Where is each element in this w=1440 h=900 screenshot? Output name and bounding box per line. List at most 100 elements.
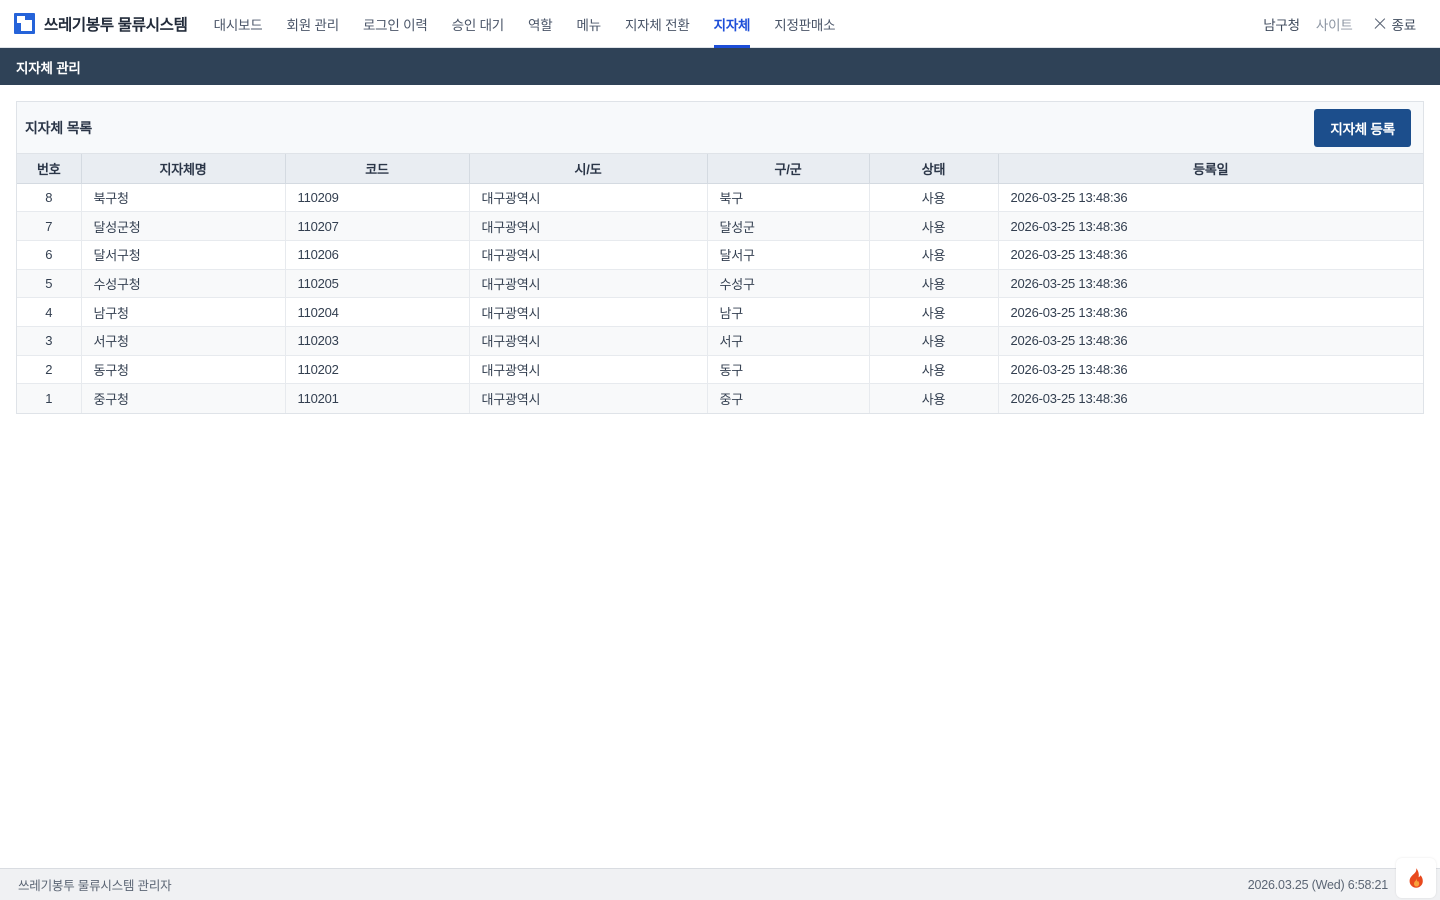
page-title: 지자체 관리	[16, 60, 81, 76]
cell-no: 2	[17, 355, 82, 385]
table-row[interactable]: 1 중구청 110201 대구광역시 중구 사용 2026-03-25 13:4…	[17, 383, 1423, 413]
cell-created: 2026-03-25 13:48:36	[998, 326, 1423, 356]
cell-state: 사용	[869, 297, 999, 327]
table-row[interactable]: 8 북구청 110209 대구광역시 북구 사용 2026-03-25 13:4…	[17, 183, 1423, 213]
status-footer: 쓰레기봉투 물류시스템 관리자 2026.03.25 (Wed) 6:58:21	[0, 858, 1440, 900]
register-local-gov-button[interactable]: 지자체 등록	[1314, 108, 1411, 147]
cell-sido: 대구광역시	[469, 326, 708, 356]
cell-sido: 대구광역시	[469, 355, 708, 385]
cell-gugun: 달서구	[707, 240, 870, 270]
cell-state: 사용	[869, 269, 999, 299]
nav-items: 대시보드 회원 관리 로그인 이력 승인 대기 역할 메뉴 지자체 전환 지자체…	[202, 0, 848, 48]
cell-gugun: 수성구	[707, 269, 870, 299]
cell-no: 7	[17, 211, 82, 241]
content-spacer	[16, 414, 1424, 844]
close-icon	[1373, 17, 1386, 30]
table-row[interactable]: 2 동구청 110202 대구광역시 동구 사용 2026-03-25 13:4…	[17, 355, 1423, 385]
cell-created: 2026-03-25 13:48:36	[998, 297, 1423, 327]
footer-clock: 2026.03.25 (Wed) 6:58:21	[1247, 877, 1388, 892]
cell-no: 6	[17, 240, 82, 270]
cell-sido: 대구광역시	[469, 297, 708, 327]
cell-name: 수성구청	[81, 269, 286, 299]
cell-gugun: 남구	[707, 297, 870, 327]
brand[interactable]: 쓰레기봉투 물류시스템	[14, 13, 188, 35]
brand-name: 쓰레기봉투 물류시스템	[44, 16, 188, 34]
cell-gugun: 동구	[707, 355, 870, 385]
local-gov-list-card: 지자체 목록 지자체 등록 번호 지자체명 코드 시/도 구/군 상태 등록일 …	[16, 101, 1424, 414]
cell-name: 달서구청	[81, 240, 286, 270]
current-org-label: 남구청	[1263, 17, 1300, 33]
nav-item-approval-pending[interactable]: 승인 대기	[451, 17, 505, 33]
cell-no: 8	[17, 183, 82, 213]
cell-sido: 대구광역시	[469, 183, 708, 213]
flame-icon	[1409, 868, 1423, 888]
table-row[interactable]: 3 서구청 110203 대구광역시 서구 사용 2026-03-25 13:4…	[17, 326, 1423, 356]
cell-sido: 대구광역시	[469, 269, 708, 299]
cell-gugun: 달성군	[707, 211, 870, 241]
table-body: 8 북구청 110209 대구광역시 북구 사용 2026-03-25 13:4…	[17, 183, 1423, 413]
nav-item-designated-store[interactable]: 지정판매소	[774, 17, 836, 33]
column-header-created[interactable]: 등록일	[998, 154, 1423, 184]
nav-item-login-history[interactable]: 로그인 이력	[362, 17, 428, 33]
column-header-name[interactable]: 지자체명	[81, 154, 286, 184]
cell-gugun: 중구	[707, 383, 870, 413]
table-row[interactable]: 5 수성구청 110205 대구광역시 수성구 사용 2026-03-25 13…	[17, 269, 1423, 299]
footer-app-label: 쓰레기봉투 물류시스템 관리자	[18, 879, 172, 893]
nav-item-menu[interactable]: 메뉴	[576, 17, 601, 33]
cell-name: 달성군청	[81, 211, 286, 241]
table-row[interactable]: 6 달서구청 110206 대구광역시 달서구 사용 2026-03-25 13…	[17, 240, 1423, 270]
cell-code: 110204	[285, 297, 470, 327]
nav-item-local-gov[interactable]: 지자체	[702, 0, 763, 48]
content-area: 지자체 목록 지자체 등록 번호 지자체명 코드 시/도 구/군 상태 등록일 …	[0, 85, 1440, 844]
cell-code: 110202	[285, 355, 470, 385]
cell-name: 북구청	[81, 183, 286, 213]
cell-state: 사용	[869, 240, 999, 270]
nav-right-group: 남구청 사이트 종료	[1255, 14, 1426, 34]
card-title: 지자체 목록	[25, 119, 93, 136]
cell-sido: 대구광역시	[469, 240, 708, 270]
cell-code: 110201	[285, 383, 470, 413]
exit-button[interactable]: 종료	[1361, 14, 1422, 34]
cell-code: 110209	[285, 183, 470, 213]
cell-created: 2026-03-25 13:48:36	[998, 355, 1423, 385]
nav-item-role[interactable]: 역할	[528, 17, 553, 33]
cell-code: 110207	[285, 211, 470, 241]
column-header-sido[interactable]: 시/도	[469, 154, 708, 184]
column-header-no[interactable]: 번호	[17, 154, 82, 184]
cell-gugun: 서구	[707, 326, 870, 356]
page-title-bar: 지자체 관리	[0, 48, 1440, 85]
cell-name: 중구청	[81, 383, 286, 413]
flame-badge[interactable]	[1396, 858, 1436, 898]
cell-code: 110205	[285, 269, 470, 299]
column-header-state[interactable]: 상태	[869, 154, 999, 184]
cell-state: 사용	[869, 326, 999, 356]
column-header-gugun[interactable]: 구/군	[707, 154, 870, 184]
table-row[interactable]: 7 달성군청 110207 대구광역시 달성군 사용 2026-03-25 13…	[17, 211, 1423, 241]
table-header-row: 번호 지자체명 코드 시/도 구/군 상태 등록일	[17, 154, 1423, 184]
cell-created: 2026-03-25 13:48:36	[998, 240, 1423, 270]
card-header: 지자체 목록 지자체 등록	[17, 102, 1423, 154]
nav-item-member-management[interactable]: 회원 관리	[286, 17, 340, 33]
cell-name: 서구청	[81, 326, 286, 356]
nav-item-dashboard[interactable]: 대시보드	[213, 17, 263, 33]
exit-button-label: 종료	[1391, 17, 1417, 33]
cell-sido: 대구광역시	[469, 383, 708, 413]
cell-created: 2026-03-25 13:48:36	[998, 183, 1423, 213]
cell-code: 110203	[285, 326, 470, 356]
cell-code: 110206	[285, 240, 470, 270]
cell-sido: 대구광역시	[469, 211, 708, 241]
local-gov-table: 번호 지자체명 코드 시/도 구/군 상태 등록일 8 북구청 110209 대…	[17, 154, 1423, 413]
cell-name: 남구청	[81, 297, 286, 327]
site-link[interactable]: 사이트	[1315, 17, 1353, 33]
cell-no: 3	[17, 326, 82, 356]
cell-created: 2026-03-25 13:48:36	[998, 211, 1423, 241]
nav-item-local-gov-switch[interactable]: 지자체 전환	[624, 17, 690, 33]
table-row[interactable]: 4 남구청 110204 대구광역시 남구 사용 2026-03-25 13:4…	[17, 297, 1423, 327]
top-navigation-bar: 쓰레기봉투 물류시스템 대시보드 회원 관리 로그인 이력 승인 대기 역할 메…	[0, 0, 1440, 48]
cell-no: 5	[17, 269, 82, 299]
app-logo-icon	[14, 13, 35, 34]
cell-state: 사용	[869, 211, 999, 241]
cell-state: 사용	[869, 183, 999, 213]
column-header-code[interactable]: 코드	[285, 154, 470, 184]
cell-gugun: 북구	[707, 183, 870, 213]
